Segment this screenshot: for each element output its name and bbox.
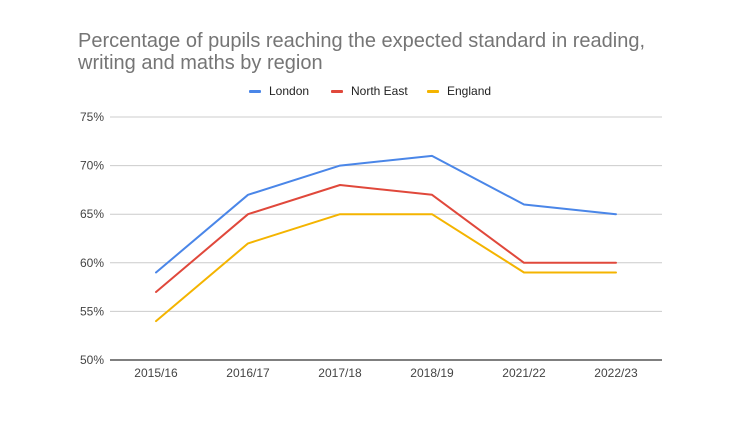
y-axis-labels: 50% 55% 60% 65% 70% 75% <box>80 110 104 367</box>
legend: London North East England <box>0 82 732 100</box>
x-tick-label: 2017/18 <box>318 366 362 380</box>
legend-label: North East <box>351 84 408 98</box>
x-tick-label: 2022/23 <box>594 366 638 380</box>
x-axis-labels: 2015/16 2016/17 2017/18 2018/19 2021/22 2022/… <box>134 366 638 380</box>
x-tick-label: 2018/19 <box>410 366 454 380</box>
series-line-london <box>155 154 617 274</box>
x-tick-label: 2015/16 <box>134 366 178 380</box>
legend-item: London <box>249 82 309 100</box>
chart-title: Percentage of pupils reaching the expect… <box>78 30 646 74</box>
y-tick-label: 60% <box>80 256 104 270</box>
series-lines <box>155 154 617 323</box>
y-tick-label: 50% <box>80 353 104 367</box>
legend-item: North East <box>331 82 408 100</box>
x-tick-label: 2021/22 <box>502 366 546 380</box>
x-tick-label: 2016/17 <box>226 366 270 380</box>
legend-item: England <box>427 82 491 100</box>
y-tick-label: 55% <box>80 304 104 318</box>
legend-swatch <box>331 89 343 93</box>
legend-swatch <box>427 89 439 93</box>
gridlines <box>110 116 662 361</box>
legend-label: England <box>447 84 492 98</box>
y-tick-label: 75% <box>80 110 104 124</box>
legend-swatch <box>249 89 261 93</box>
y-tick-label: 65% <box>80 207 104 221</box>
series-line-england <box>155 213 617 323</box>
legend-label: London <box>269 84 310 98</box>
series-line-north-east <box>155 184 617 293</box>
y-tick-label: 70% <box>80 159 104 173</box>
